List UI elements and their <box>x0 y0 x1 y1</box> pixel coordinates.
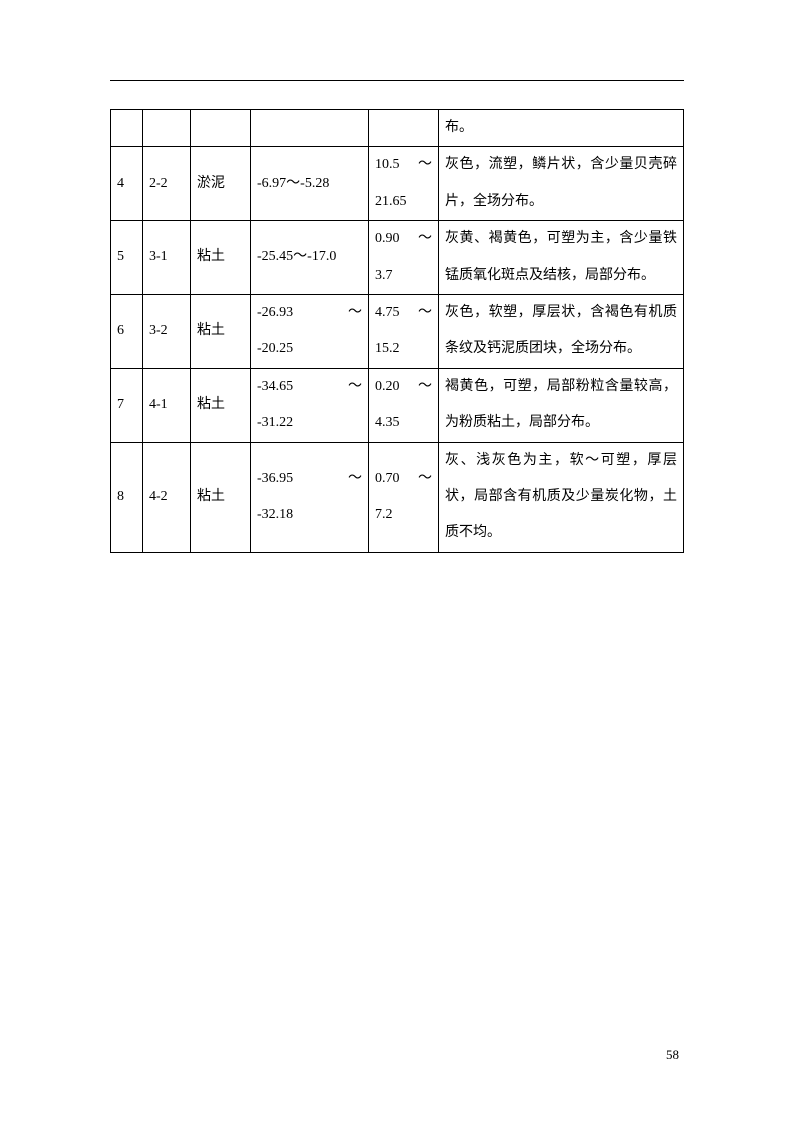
cell-thickness <box>369 110 439 147</box>
cell-name: 粘土 <box>191 368 251 442</box>
cell-elevation: -26.93～ -20.25 <box>251 294 369 368</box>
cell-layer <box>143 110 191 147</box>
cell-thickness: 4.75～ 15.2 <box>369 294 439 368</box>
table-row: 4 2-2 淤泥 -6.97～-5.28 10.5～ 21.65 灰色，流塑，鳞… <box>111 147 684 221</box>
table-row: 布。 <box>111 110 684 147</box>
cell-index: 4 <box>111 147 143 221</box>
cell-description: 灰色，软塑，厚层状，含褐色有机质条纹及钙泥质团块，全场分布。 <box>439 294 684 368</box>
cell-description: 灰黄、褐黄色，可塑为主，含少量铁锰质氧化斑点及结核，局部分布。 <box>439 221 684 295</box>
table-row: 5 3-1 粘土 -25.45～-17.0 0.90～ 3.7 灰黄、褐黄色，可… <box>111 221 684 295</box>
cell-name: 粘土 <box>191 294 251 368</box>
cell-description: 灰、浅灰色为主，软～可塑，厚层状，局部含有机质及少量炭化物，土质不均。 <box>439 442 684 552</box>
cell-description: 灰色，流塑，鳞片状，含少量贝壳碎片，全场分布。 <box>439 147 684 221</box>
cell-description: 褐黄色，可塑，局部粉粒含量较高，为粉质粘土，局部分布。 <box>439 368 684 442</box>
table-row: 6 3-2 粘土 -26.93～ -20.25 4.75～ 15.2 灰色，软塑… <box>111 294 684 368</box>
cell-thickness: 0.20～ 4.35 <box>369 368 439 442</box>
cell-elevation: -36.95～ -32.18 <box>251 442 369 552</box>
cell-name <box>191 110 251 147</box>
cell-name: 粘土 <box>191 442 251 552</box>
page-container: 布。 4 2-2 淤泥 -6.97～-5.28 10.5～ 21.65 灰色，流… <box>0 0 794 613</box>
cell-elevation: -6.97～-5.28 <box>251 147 369 221</box>
cell-index: 7 <box>111 368 143 442</box>
cell-name: 淤泥 <box>191 147 251 221</box>
cell-layer: 3-1 <box>143 221 191 295</box>
cell-description: 布。 <box>439 110 684 147</box>
table-row: 8 4-2 粘土 -36.95～ -32.18 0.70～ 7.2 灰、浅灰色为… <box>111 442 684 552</box>
soil-layer-table: 布。 4 2-2 淤泥 -6.97～-5.28 10.5～ 21.65 灰色，流… <box>110 109 684 553</box>
cell-layer: 4-1 <box>143 368 191 442</box>
cell-elevation: -25.45～-17.0 <box>251 221 369 295</box>
cell-index: 6 <box>111 294 143 368</box>
cell-layer: 4-2 <box>143 442 191 552</box>
page-number: 58 <box>666 1047 679 1063</box>
cell-thickness: 0.90～ 3.7 <box>369 221 439 295</box>
cell-thickness: 0.70～ 7.2 <box>369 442 439 552</box>
cell-name: 粘土 <box>191 221 251 295</box>
cell-index <box>111 110 143 147</box>
table-row: 7 4-1 粘土 -34.65～ -31.22 0.20～ 4.35 褐黄色，可… <box>111 368 684 442</box>
cell-elevation: -34.65～ -31.22 <box>251 368 369 442</box>
cell-layer: 3-2 <box>143 294 191 368</box>
cell-elevation <box>251 110 369 147</box>
header-rule <box>110 80 684 81</box>
cell-layer: 2-2 <box>143 147 191 221</box>
cell-index: 5 <box>111 221 143 295</box>
cell-index: 8 <box>111 442 143 552</box>
cell-thickness: 10.5～ 21.65 <box>369 147 439 221</box>
